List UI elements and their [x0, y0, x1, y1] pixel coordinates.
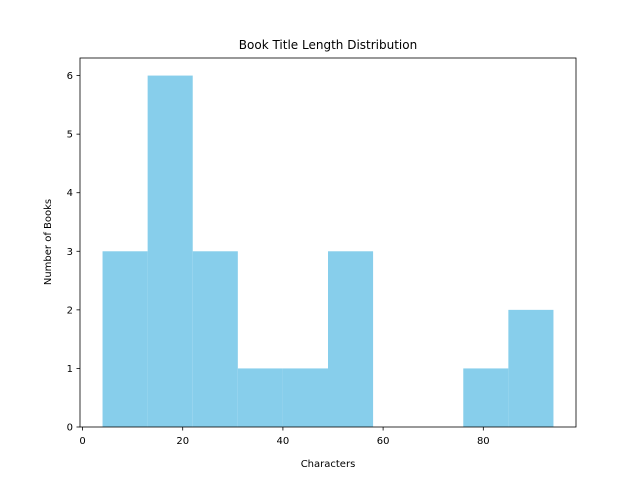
x-axis-label: Characters: [301, 459, 356, 470]
histogram-bar: [102, 251, 148, 427]
x-tick-label: 80: [477, 436, 490, 447]
y-tick-label: 4: [67, 188, 73, 199]
histogram-bar: [237, 368, 283, 427]
y-tick-label: 3: [67, 247, 73, 258]
x-axis-ticks: 0 20 40 60 80: [79, 427, 490, 447]
y-axis-label: Number of Books: [43, 199, 54, 285]
y-tick-label: 5: [67, 130, 73, 141]
y-tick-label: 2: [67, 305, 73, 316]
chart-title: Book Title Length Distribution: [239, 38, 417, 52]
histogram-bars: [102, 75, 554, 428]
plot-frame: [79, 57, 577, 428]
x-tick-label: 20: [176, 436, 189, 447]
x-tick-label: 40: [277, 436, 290, 447]
y-tick-label: 0: [67, 423, 73, 434]
histogram-bar: [508, 309, 554, 427]
y-tick-label: 1: [67, 364, 73, 375]
histogram-bar: [282, 368, 328, 427]
histogram-bar: [192, 251, 238, 427]
x-tick-label: 0: [79, 436, 85, 447]
x-tick-label: 60: [377, 436, 390, 447]
histogram-bar: [147, 75, 193, 428]
y-tick-label: 6: [67, 71, 73, 82]
y-axis-ticks: 0 1 2 3 4 5 6: [67, 71, 80, 434]
histogram-bar: [328, 251, 374, 427]
histogram-bar: [463, 368, 509, 427]
